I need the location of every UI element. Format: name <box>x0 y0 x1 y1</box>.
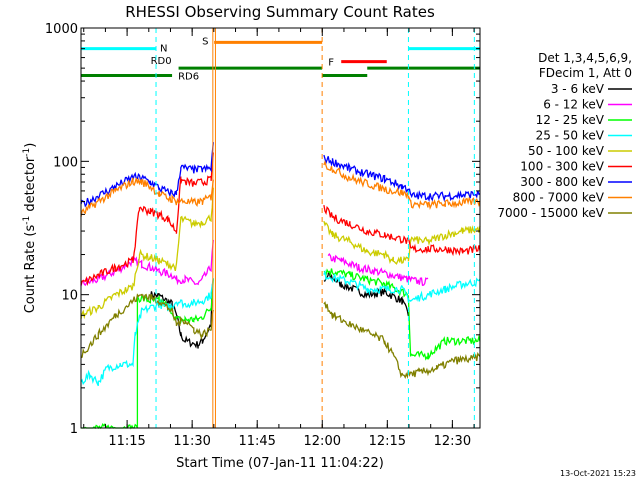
plot-frame <box>80 27 481 429</box>
y-axis-label-end: ) <box>23 143 38 148</box>
series-line-6 <box>80 142 481 208</box>
status-bar-label-s: S <box>202 36 208 47</box>
x-tick-label: 12:00 <box>304 434 341 449</box>
axes: 1 10 100 1000 11:15 11:30 11:45 12:00 12:15 12:30 <box>45 22 480 449</box>
x-axis-label: Start Time (07-Jan-11 11:04:22) <box>176 456 384 471</box>
y-tick-label: 10 <box>61 289 78 304</box>
y-axis-label: Count Rate (s-1 detector-1) <box>22 143 38 314</box>
legend-label-5: 100 - 300 keV <box>520 160 604 174</box>
legend-header-2: FDecim 1, Att 0 <box>539 66 632 80</box>
legend-label-0: 3 - 6 keV <box>551 82 605 96</box>
series-line-1 <box>80 239 429 287</box>
legend-label-3: 25 - 50 keV <box>536 129 605 143</box>
legend: Det 1,3,4,5,6,9, FDecim 1, Att 0 3 - 6 k… <box>497 51 632 220</box>
x-tick-label: 12:15 <box>369 434 406 449</box>
x-tick-label: 11:15 <box>108 434 145 449</box>
status-bar-label-n: N <box>160 44 167 55</box>
series-line-3 <box>80 269 481 387</box>
y-axis-label-mid: detector <box>23 156 38 216</box>
y-axis-label-sup2: -1 <box>22 148 32 157</box>
x-tick-label: 11:30 <box>173 434 210 449</box>
vertical-markers <box>155 28 475 428</box>
y-tick-label: 100 <box>53 155 78 170</box>
legend-label-8: 7000 - 15000 keV <box>497 206 604 220</box>
legend-label-1: 6 - 12 keV <box>543 98 605 112</box>
legend-label-4: 50 - 100 keV <box>528 144 605 158</box>
series-line-4 <box>80 187 481 320</box>
legend-label-7: 800 - 7000 keV <box>513 191 605 205</box>
x-tick-label: 11:45 <box>238 434 275 449</box>
legend-header-1: Det 1,3,4,5,6,9, <box>538 51 632 65</box>
y-tick-label: 1 <box>70 422 78 437</box>
status-bar-label-rd6: RD6 <box>178 72 199 83</box>
status-bar-label-rd0: RD0 <box>151 56 172 67</box>
x-tick-label: 12:30 <box>434 434 471 449</box>
timestamp: 13-Oct-2021 15:23 <box>560 469 636 478</box>
legend-label-6: 300 - 800 keV <box>520 175 604 189</box>
legend-label-2: 12 - 25 keV <box>536 113 605 127</box>
series-line-8 <box>80 293 481 379</box>
y-tick-label: 1000 <box>45 22 78 37</box>
y-axis-label-main: Count Rate (s <box>23 225 38 314</box>
series-lines <box>80 142 481 430</box>
series-line-5 <box>80 152 481 287</box>
series-line-0 <box>149 270 410 349</box>
y-axis-label-sup1: -1 <box>22 216 32 225</box>
status-bar-label-f: F <box>328 58 334 69</box>
top-bars: N S F RD0 RD6 <box>81 36 480 83</box>
chart-title: RHESSI Observing Summary Count Rates <box>125 3 435 21</box>
series-line-7 <box>80 160 481 217</box>
